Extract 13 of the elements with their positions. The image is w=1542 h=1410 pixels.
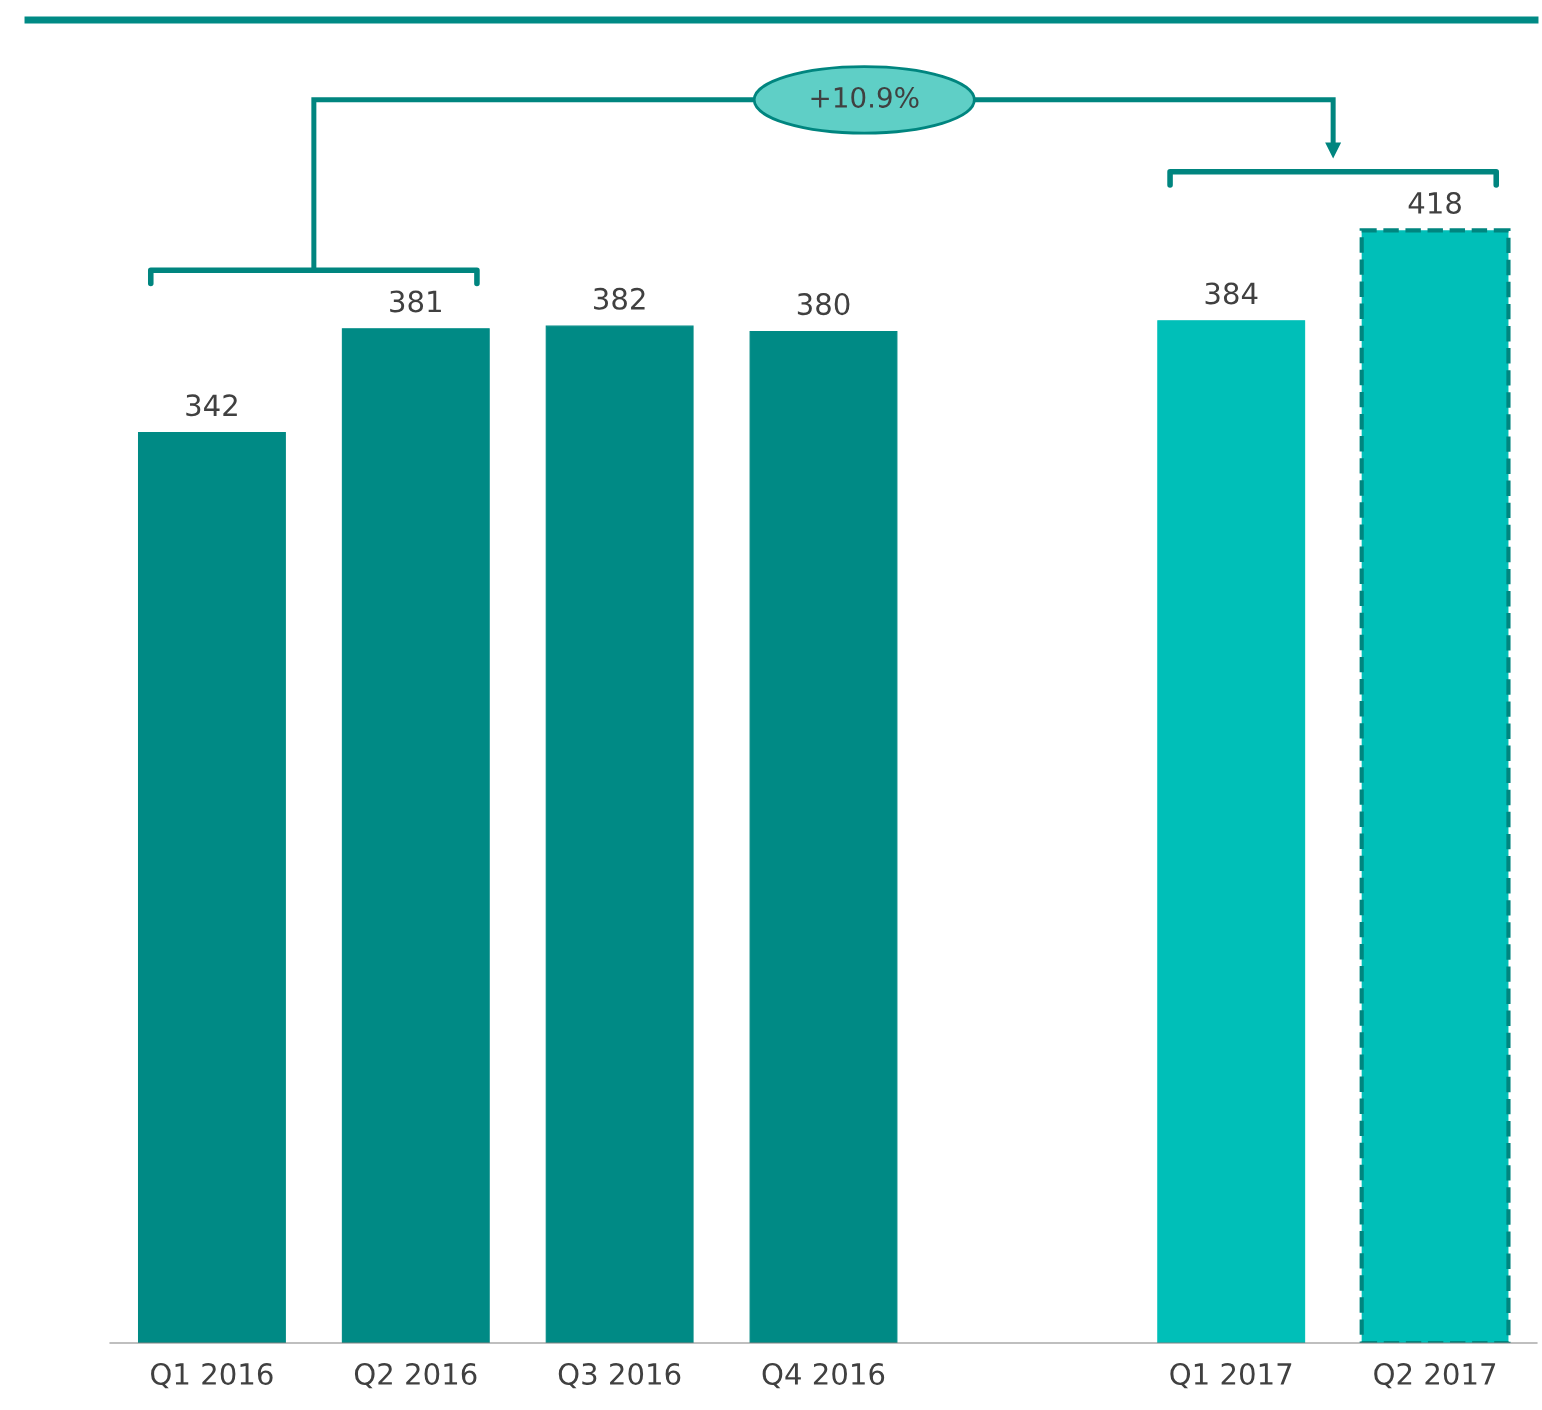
annotation: +10.9% (811, 86, 919, 108)
x-tick-label: Q2 2016 (354, 1362, 477, 1389)
x-tick-label: Q4 2016 (762, 1362, 885, 1389)
data-label: 382 (594, 287, 645, 310)
x-tick-label: Q2 2017 (1374, 1362, 1496, 1389)
data-label: 380 (797, 293, 850, 316)
data-label: 418 (1408, 191, 1461, 214)
data-label: 384 (1205, 282, 1258, 305)
data-label: 342 (186, 394, 237, 417)
x-tick-label: Q1 2017 (1170, 1362, 1292, 1389)
data-label: 381 (390, 290, 441, 313)
x-tick-label: Q3 2016 (558, 1362, 681, 1389)
x-tick-label: Q1 2016 (151, 1362, 273, 1389)
